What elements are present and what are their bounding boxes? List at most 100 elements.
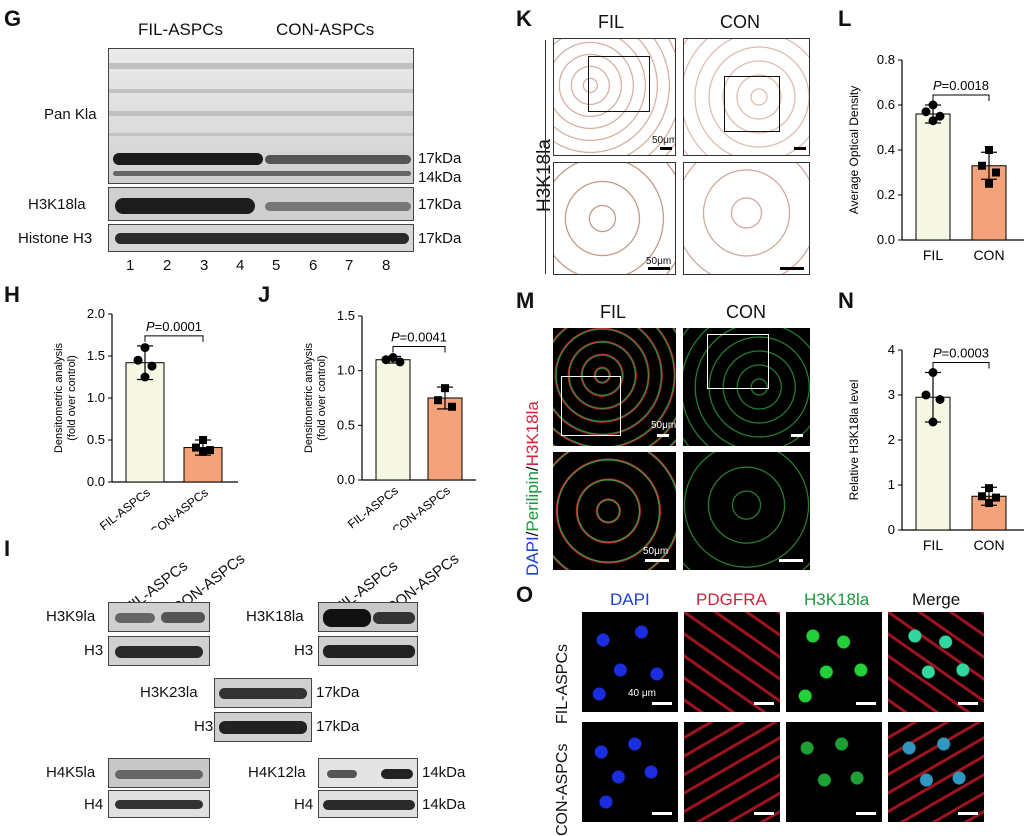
p-value-label: P=0.0003 bbox=[933, 346, 989, 361]
i-label-h3k23la: H3K23la bbox=[140, 684, 198, 701]
i-kda-h4-2: 14kDa bbox=[422, 796, 466, 813]
significance-bracket bbox=[932, 362, 990, 369]
data-point bbox=[992, 493, 1000, 502]
o-scalebar-8 bbox=[958, 812, 978, 815]
panel-label-o: O bbox=[516, 582, 534, 607]
i-kda-h4k12la: 14kDa bbox=[422, 764, 466, 781]
x-tick-label: CON-ASPCs bbox=[148, 485, 211, 530]
y-axis-label: Average Optical Density bbox=[847, 86, 861, 215]
m-fil-top-image: 50μm bbox=[553, 328, 676, 446]
data-point bbox=[921, 107, 931, 117]
m-fil-inset-box bbox=[561, 376, 621, 436]
m-scale-text-2: 50μm bbox=[643, 546, 669, 557]
bar bbox=[125, 362, 165, 483]
k-col-con: CON bbox=[720, 12, 760, 32]
o-con-merge bbox=[888, 722, 984, 822]
m-col-fil: FIL bbox=[600, 302, 627, 322]
data-point bbox=[133, 355, 143, 365]
k-bracket bbox=[545, 40, 546, 274]
k-con-bottom-image bbox=[683, 162, 810, 275]
data-point bbox=[985, 146, 993, 154]
bar bbox=[375, 359, 411, 481]
data-point bbox=[147, 361, 157, 371]
y-tick-label: 0.0 bbox=[337, 472, 355, 487]
y-tick-label: 1.5 bbox=[87, 348, 105, 363]
panel-label-h: H bbox=[4, 282, 20, 307]
data-point bbox=[921, 390, 931, 400]
o-scalebar-6 bbox=[754, 812, 774, 815]
data-point bbox=[978, 492, 986, 501]
y-tick-label: 0.5 bbox=[337, 417, 355, 432]
o-scalebar-3 bbox=[856, 702, 876, 705]
data-point bbox=[395, 357, 405, 367]
i-label-h3-3: H3 bbox=[194, 718, 214, 735]
m-scale-text-1: 50μm bbox=[651, 420, 676, 431]
k-scalebar-4 bbox=[780, 267, 804, 270]
x-tick-label: FIL bbox=[923, 247, 943, 263]
k-scale-text-1: 50μm bbox=[652, 135, 676, 146]
data-point bbox=[206, 446, 214, 455]
i-label-h3k9la: H3K9la bbox=[46, 608, 96, 625]
o-col-h3k18la: H3K18la bbox=[804, 590, 870, 609]
panel-label-l: L bbox=[838, 6, 852, 31]
bar bbox=[427, 397, 463, 481]
m-fil-bottom-image: 50μm bbox=[553, 452, 676, 570]
y-axis-label: Densitometric analysis bbox=[303, 342, 315, 453]
lane-2: 2 bbox=[163, 257, 172, 274]
o-fil-dapi: 40 μm bbox=[582, 612, 678, 712]
o-con-pdgfra bbox=[684, 722, 780, 822]
k-scale-text-2: 50μm bbox=[646, 256, 672, 267]
m-side-dapi: DAPI bbox=[523, 536, 542, 576]
m-side-label: DAPI/Perilipin/H3K18la bbox=[523, 401, 543, 576]
panel-label-m: M bbox=[516, 288, 535, 313]
i-blot-h4k5la bbox=[108, 758, 210, 788]
m-scalebar-3 bbox=[645, 559, 669, 562]
i-blot-h4k12la bbox=[318, 758, 418, 788]
p-value-label: P=0.0018 bbox=[933, 78, 989, 93]
y-tick-label: 1.0 bbox=[87, 390, 105, 405]
i-label-h4-1: H4 bbox=[84, 796, 104, 813]
k-fil-bottom-image: 50μm bbox=[553, 162, 676, 275]
m-side-h3k18la: H3K18la bbox=[523, 401, 542, 467]
histone-h3-blot bbox=[108, 224, 414, 252]
data-point bbox=[388, 353, 398, 363]
k-con-inset-box bbox=[724, 76, 780, 132]
y-axis-label: Relative H3K18la level bbox=[847, 380, 861, 501]
x-tick-label: CON bbox=[973, 247, 1004, 263]
group-label-fil: FIL-ASPCs bbox=[138, 20, 224, 39]
i-blot-h4-2 bbox=[318, 790, 418, 818]
i-blot-h3k23la bbox=[214, 678, 312, 708]
data-point bbox=[985, 179, 993, 188]
group-label-con: CON-ASPCs bbox=[276, 20, 375, 39]
data-point bbox=[199, 436, 207, 444]
x-tick-label: FIL bbox=[923, 537, 943, 553]
lane-1: 1 bbox=[126, 257, 135, 274]
data-point bbox=[140, 343, 150, 353]
y-tick-label: 0.5 bbox=[87, 432, 105, 447]
panel-label-g: G bbox=[4, 6, 22, 31]
p-value-label: P=0.0041 bbox=[391, 329, 447, 344]
y-tick-label: 1 bbox=[888, 477, 895, 492]
pan-kla-blot bbox=[108, 48, 414, 184]
o-fil-pdgfra bbox=[684, 612, 780, 712]
o-scalebar-2 bbox=[754, 702, 774, 705]
kda-label-14: 14kDa bbox=[418, 169, 462, 186]
data-point bbox=[928, 417, 938, 427]
y-axis-label-2: (fold over control) bbox=[316, 355, 328, 441]
k-scalebar-1 bbox=[660, 147, 672, 150]
x-tick-label: CON-ASPCs bbox=[390, 483, 453, 530]
y-tick-label: 0 bbox=[888, 522, 895, 537]
x-tick-label: FIL-ASPCs bbox=[97, 485, 153, 530]
kda-label-17c: 17kDa bbox=[418, 230, 462, 247]
o-col-pdgfra: PDGFRA bbox=[696, 590, 767, 609]
data-point bbox=[992, 168, 1000, 177]
i-blot-h3-3 bbox=[214, 712, 312, 742]
o-scalebar-1 bbox=[652, 702, 672, 705]
o-scalebar-7 bbox=[856, 812, 876, 815]
kda-label-17b: 17kDa bbox=[418, 196, 462, 213]
panel-label-i: I bbox=[4, 536, 11, 561]
o-fil-h3k18la bbox=[786, 612, 882, 712]
m-con-bottom-image bbox=[683, 452, 810, 570]
data-point bbox=[985, 484, 993, 493]
y-tick-label: 2 bbox=[888, 432, 895, 447]
